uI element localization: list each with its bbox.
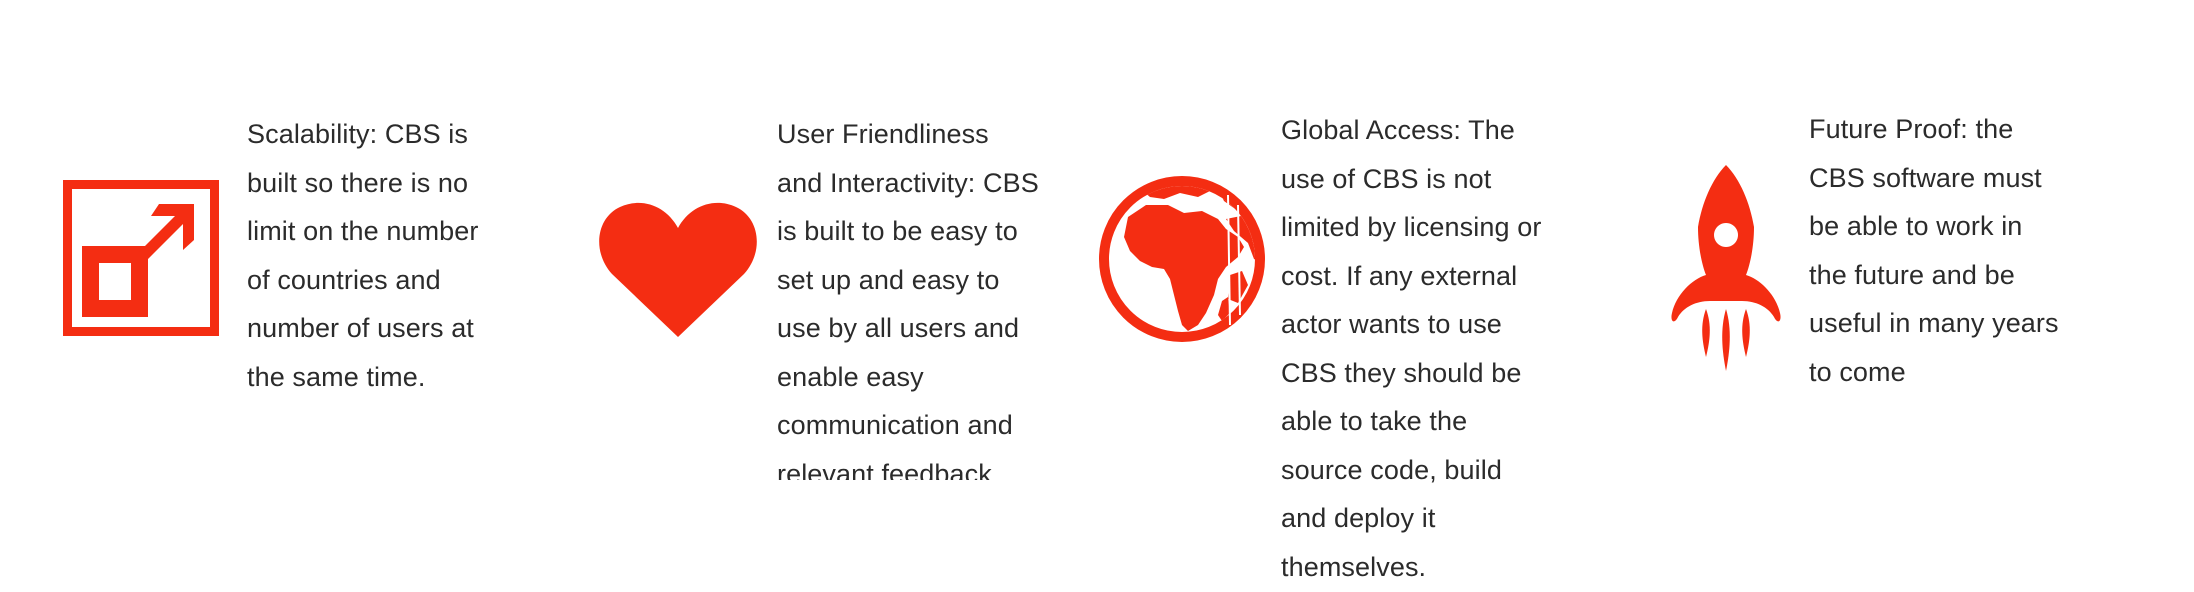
rocket-icon	[1671, 165, 1781, 371]
feature-scalability-text: Scalability: CBS is built so there is no…	[247, 119, 479, 392]
feature-global-access-text: Global Access: The use of CBS is not lim…	[1281, 115, 1542, 582]
heart-icon	[599, 202, 757, 337]
globe-icon	[1099, 176, 1265, 342]
feature-future-proof-text: Future Proof: the CBS software must be a…	[1809, 114, 2059, 387]
feature-user-friendliness-text: User Friendliness and Interactivity: CBS…	[777, 119, 1039, 480]
expand-icon	[63, 180, 219, 336]
